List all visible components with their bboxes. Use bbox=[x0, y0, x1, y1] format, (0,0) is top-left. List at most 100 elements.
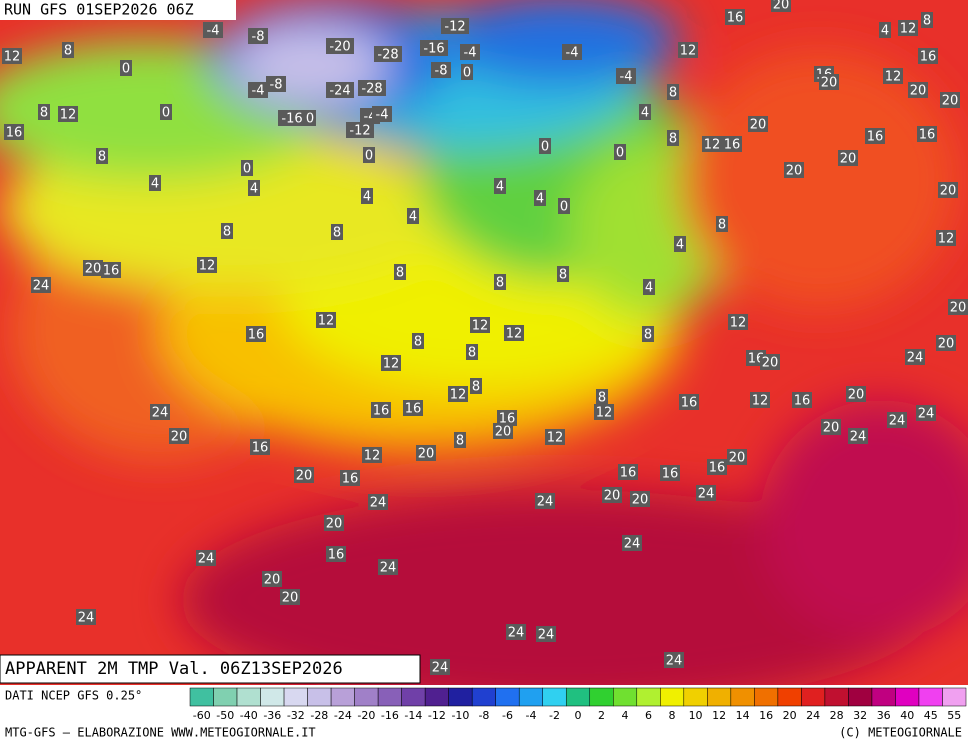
temperature-label: 20 bbox=[264, 573, 281, 588]
colorbar-tick-label: 4 bbox=[622, 709, 629, 722]
label-box bbox=[62, 42, 74, 58]
label-box bbox=[262, 571, 282, 587]
label-box bbox=[461, 64, 473, 80]
temperature-label: 24 bbox=[198, 552, 215, 567]
label-box bbox=[938, 182, 958, 198]
temperature-label: -8 bbox=[270, 78, 283, 93]
temperature-label: 0 bbox=[243, 162, 251, 177]
temperature-label: 8 bbox=[923, 14, 931, 29]
label-box bbox=[101, 262, 121, 278]
temperature-label: 4 bbox=[250, 182, 258, 197]
temperature-label: 16 bbox=[867, 130, 884, 145]
label-box bbox=[372, 106, 392, 122]
colorbar-tick-label: -24 bbox=[334, 709, 352, 722]
label-box bbox=[362, 447, 382, 463]
temperature-label: 4 bbox=[641, 106, 649, 121]
label-box bbox=[371, 402, 391, 418]
temperature-label: 8 bbox=[64, 44, 72, 59]
label-box bbox=[616, 68, 636, 84]
temperature-label: 16 bbox=[6, 126, 23, 141]
label-box bbox=[916, 405, 936, 421]
colorbar-tick-label: 45 bbox=[924, 709, 938, 722]
temperature-label: 0 bbox=[306, 112, 314, 127]
colorbar-swatch bbox=[330, 687, 355, 707]
label-box bbox=[727, 449, 747, 465]
temperature-label: 24 bbox=[33, 279, 50, 294]
label-box bbox=[506, 624, 526, 640]
temperature-label: 24 bbox=[537, 495, 554, 510]
temperature-label: 4 bbox=[536, 192, 544, 207]
colorbar-tick-label: 40 bbox=[900, 709, 914, 722]
temperature-label: 12 bbox=[885, 70, 902, 85]
label-box bbox=[908, 82, 928, 98]
label-box bbox=[846, 386, 866, 402]
temperature-label: -16 bbox=[281, 112, 302, 127]
label-box bbox=[716, 216, 728, 232]
temperature-label: 4 bbox=[676, 238, 684, 253]
label-box bbox=[535, 493, 555, 509]
temperature-label: 16 bbox=[248, 328, 265, 343]
temperature-label: 8 bbox=[472, 380, 480, 395]
temperature-label: 0 bbox=[463, 66, 471, 81]
temperature-label: 8 bbox=[718, 218, 726, 233]
label-box bbox=[2, 48, 22, 64]
label-box bbox=[539, 138, 551, 154]
temperature-label: 16 bbox=[405, 402, 422, 417]
colorbar-tick-label: -16 bbox=[381, 709, 399, 722]
label-box bbox=[280, 589, 300, 605]
label-box bbox=[618, 464, 638, 480]
label-box bbox=[936, 230, 956, 246]
temperature-label: 20 bbox=[418, 447, 435, 462]
colorbar-swatch bbox=[189, 687, 214, 707]
title-box: APPARENT 2M TMP Val. 06Z13SEP2026 bbox=[0, 654, 421, 684]
temperature-label: 12 bbox=[472, 319, 489, 334]
temperature-label: 0 bbox=[560, 200, 568, 215]
temperature-label: -16 bbox=[423, 42, 444, 57]
temperature-label: 20 bbox=[950, 301, 967, 316]
colorbar-tick-label: 10 bbox=[689, 709, 703, 722]
temperature-label: 20 bbox=[773, 0, 790, 13]
label-box bbox=[196, 550, 216, 566]
colorbar-tick-label: 55 bbox=[947, 709, 961, 722]
temperature-label: -24 bbox=[329, 84, 350, 99]
label-box bbox=[470, 378, 482, 394]
temperature-label: -4 bbox=[566, 46, 579, 61]
temperature-label: 20 bbox=[940, 184, 957, 199]
temperature-label: 12 bbox=[60, 108, 77, 123]
colorbar-tick-label: 0 bbox=[575, 709, 582, 722]
colorbar: -60 -50 -40 -36 -32 -28 -24 -20 -16 -14 -12 -10 -8 -6… bbox=[189, 687, 967, 722]
label-box bbox=[558, 198, 570, 214]
label-box bbox=[674, 236, 686, 252]
temperature-label: 12 bbox=[900, 22, 917, 37]
label-box bbox=[169, 428, 189, 444]
temperature-field bbox=[0, 0, 968, 710]
colorbar-swatch bbox=[918, 687, 943, 707]
label-box bbox=[466, 344, 478, 360]
label-box bbox=[630, 491, 650, 507]
temperature-label: 12 bbox=[450, 388, 467, 403]
label-box bbox=[748, 116, 768, 132]
temperature-label: -4 bbox=[376, 108, 389, 123]
label-box bbox=[368, 494, 388, 510]
label-box bbox=[326, 38, 354, 54]
colorbar-swatch bbox=[283, 687, 308, 707]
colorbar-tick-label: -32 bbox=[287, 709, 305, 722]
colorbar-swatch bbox=[683, 687, 708, 707]
credit: MTG-GFS — ELABORAZIONE WWW.METEOGIORNALE… bbox=[5, 726, 316, 740]
label-box bbox=[887, 412, 907, 428]
label-box bbox=[642, 326, 654, 342]
temperature-label: 4 bbox=[496, 180, 504, 195]
temperature-label: 24 bbox=[624, 537, 641, 552]
label-box bbox=[96, 148, 108, 164]
colorbar-swatch bbox=[354, 687, 379, 707]
colorbar-tick-label: 6 bbox=[645, 709, 652, 722]
label-box bbox=[120, 60, 132, 76]
colorbar-swatch bbox=[636, 687, 661, 707]
label-box bbox=[246, 326, 266, 342]
temperature-label: 16 bbox=[103, 264, 120, 279]
temperature-label: 24 bbox=[907, 351, 924, 366]
temperature-label: 16 bbox=[342, 472, 359, 487]
label-box bbox=[460, 44, 480, 60]
label-box bbox=[940, 92, 960, 108]
